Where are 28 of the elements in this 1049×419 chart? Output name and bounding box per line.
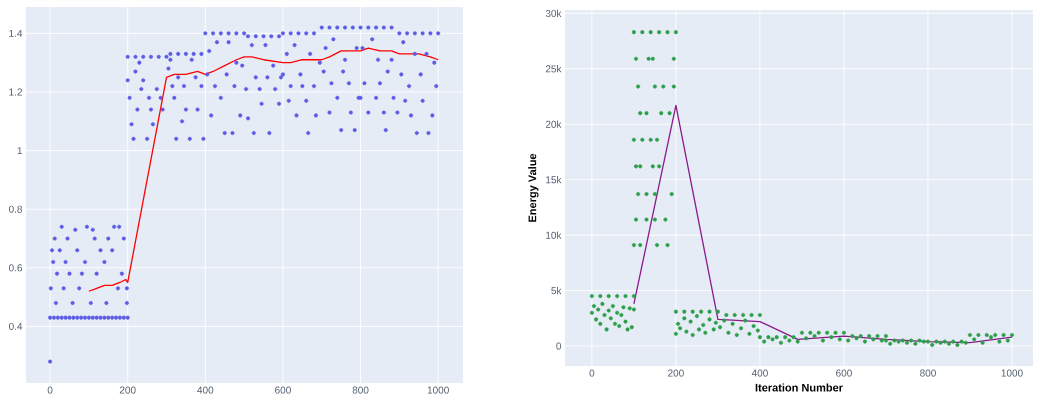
y-tick-label: 1.2	[9, 88, 22, 96]
x-tick-label: 0	[589, 369, 595, 377]
x-tick-label: 200	[668, 369, 684, 377]
y-axis-title: Energy Value	[528, 153, 539, 222]
y-tick-label: 5k	[551, 286, 562, 295]
y-tick-label: 0.8	[8, 205, 23, 213]
x-tick-label: 800	[352, 386, 369, 394]
y-tick-label: 1	[17, 147, 22, 155]
x-tick-label: 1000	[427, 386, 449, 394]
y-tick-label: 0	[556, 342, 562, 350]
x-tick-label: 600	[275, 386, 291, 394]
y-tick-label: 20k	[545, 120, 562, 128]
x-axis-title: Iteration Number	[755, 383, 843, 392]
x-tick-label: 200	[119, 386, 136, 394]
x-tick-label: 1000	[1001, 369, 1023, 377]
y-tick-label: 10k	[546, 231, 562, 239]
y-tick-label: 15k	[546, 176, 562, 184]
line-series	[88, 47, 439, 292]
y-tick-label: 0.6	[8, 264, 23, 272]
x-tick-label: 800	[920, 369, 936, 377]
y-tick-label: 0.4	[8, 322, 23, 330]
y-tick-label: 30k	[545, 9, 562, 17]
x-tick-label: 0	[47, 386, 53, 394]
y-tick-label: 25k	[545, 65, 562, 73]
x-tick-label: 400	[751, 369, 768, 377]
y-tick-label: 1.4	[9, 29, 23, 37]
x-tick-label: 400	[197, 386, 214, 394]
x-tick-label: 600	[836, 369, 852, 377]
